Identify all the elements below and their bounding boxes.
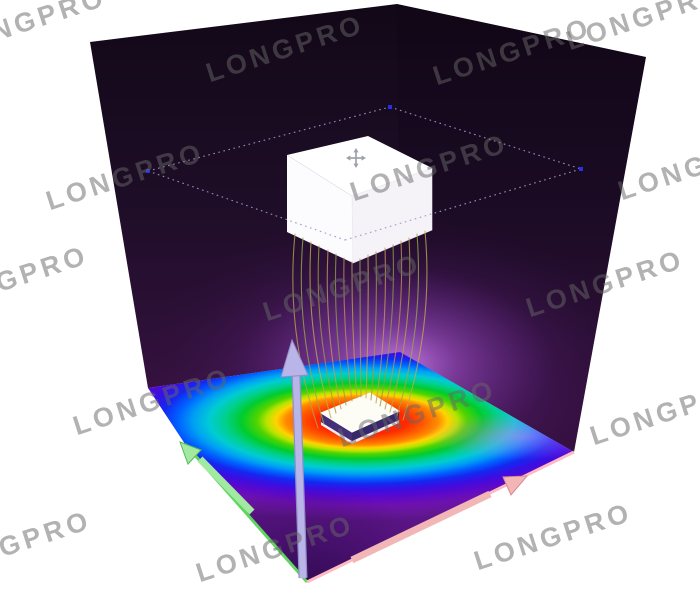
move-cursor-icon: [346, 148, 366, 168]
watermark-text: LONGPRO: [0, 240, 92, 319]
green-axis-arrow[interactable]: [179, 441, 309, 583]
selection-plane-edge: [147, 170, 346, 241]
selection-plane[interactable]: [146, 105, 583, 241]
light-ray: [402, 230, 428, 421]
selection-handle[interactable]: [146, 169, 150, 173]
selection-handle[interactable]: [579, 167, 583, 171]
target-box[interactable]: [319, 392, 401, 444]
watermark-text: LONGPRO: [586, 372, 700, 451]
light-ray: [396, 233, 420, 417]
light-ray: [365, 254, 369, 399]
light-ray: [292, 233, 319, 429]
watermark-text: LONGPRO: [470, 497, 636, 576]
up-axis-arrow[interactable]: [280, 338, 309, 579]
light-ray: [300, 237, 325, 425]
light-ray: [334, 253, 347, 406]
selection-plane-edge: [147, 106, 391, 172]
selection-handle[interactable]: [388, 105, 392, 109]
light-ray: [326, 249, 342, 410]
pink-axis-arrow[interactable]: [306, 450, 575, 584]
light-ray: [370, 251, 377, 401]
axis-gizmo: [179, 338, 575, 584]
light-ray: [359, 258, 362, 398]
light-ray: [384, 240, 403, 410]
light-ray: [317, 245, 337, 414]
light-ray: [375, 247, 386, 404]
light-ray: [343, 257, 353, 402]
light-ray: [351, 261, 358, 399]
selection-plane-edge: [389, 106, 582, 170]
light-ray: [379, 244, 394, 407]
ray-bundle: [292, 230, 428, 429]
light-ray: [389, 237, 411, 413]
light-ray: [309, 241, 332, 419]
light-source-cube[interactable]: [287, 136, 433, 264]
watermark-text: LONGPRO: [0, 505, 95, 584]
